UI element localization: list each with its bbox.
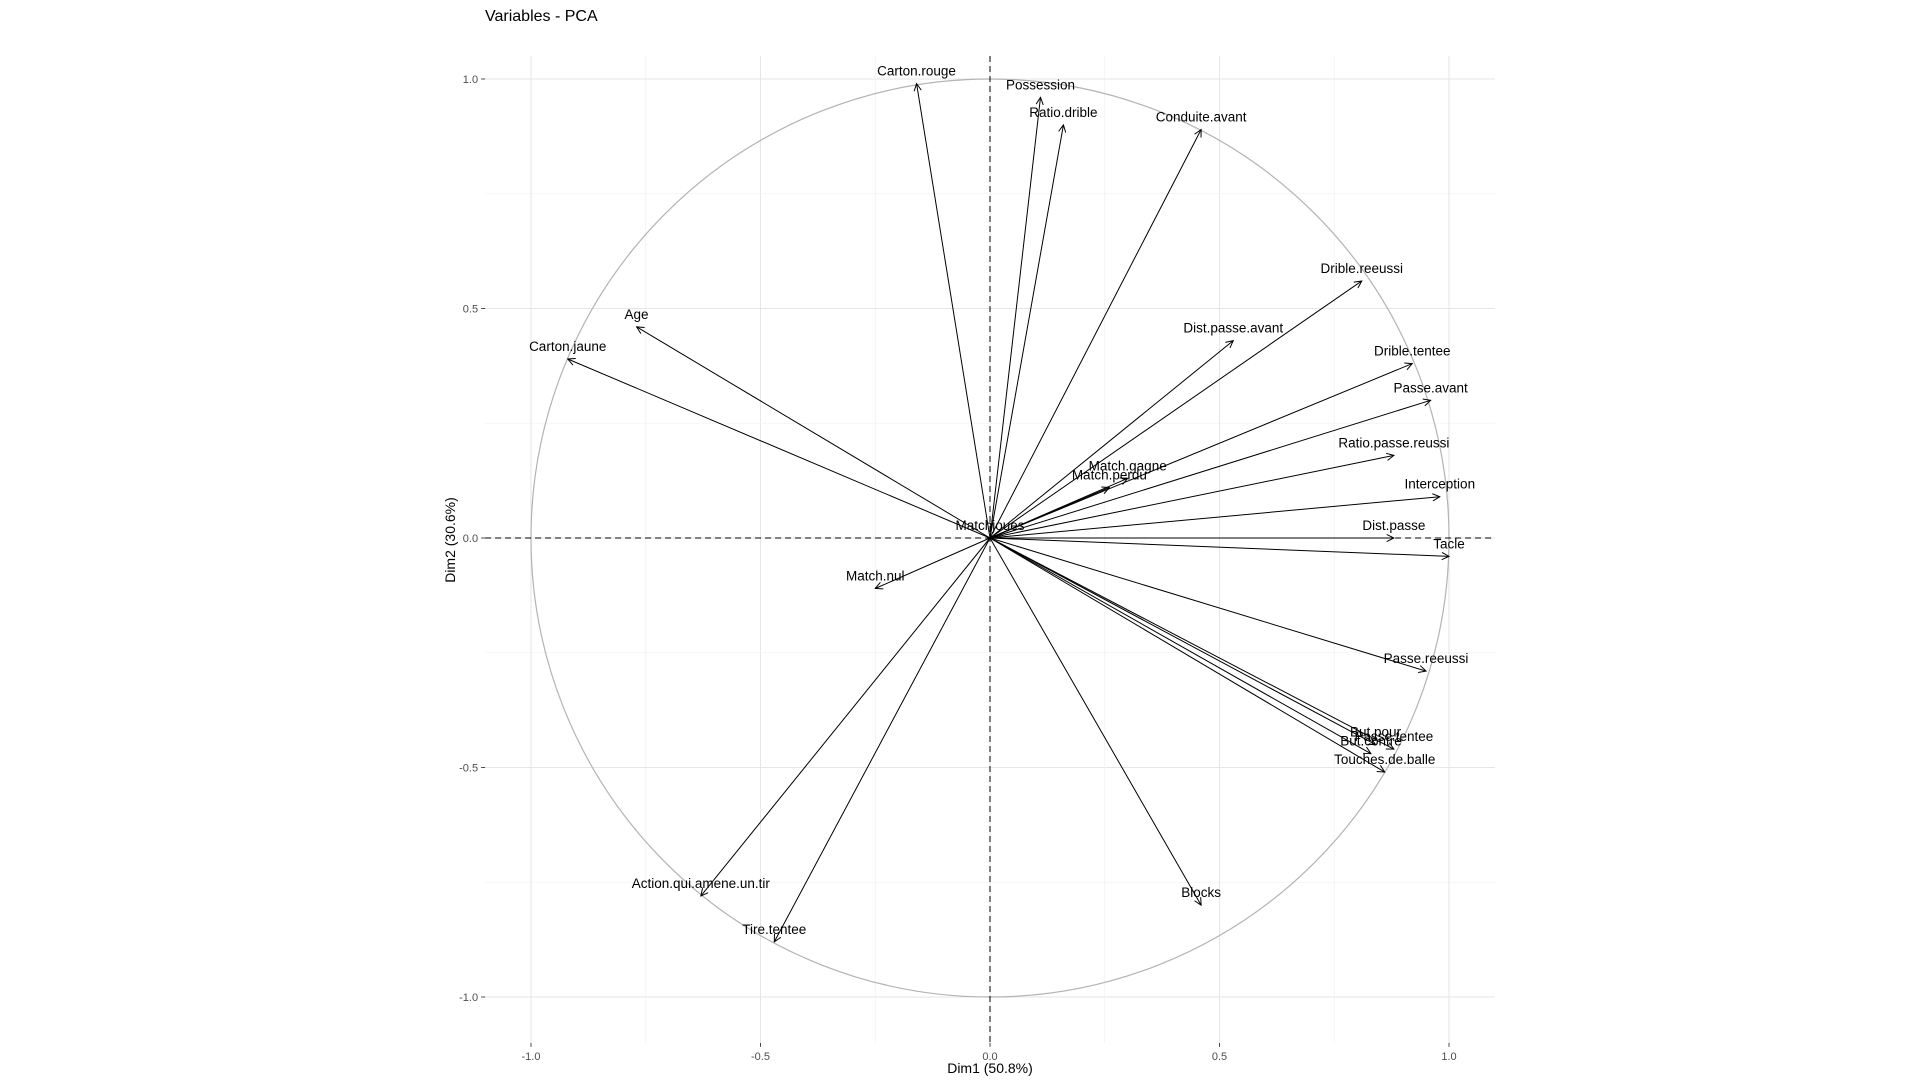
label-tacle: Tacle	[1433, 536, 1465, 551]
x-axis-title: Dim1 (50.8%)	[947, 1060, 1033, 1076]
arrow-carton-jaune	[568, 359, 991, 539]
label-but-contre: But.contre	[1340, 734, 1402, 749]
y-tick-label: -1.0	[459, 992, 478, 1004]
arrow-action-qui-amene-un-tir	[701, 537, 991, 896]
arrow-conduite-avant	[989, 129, 1201, 539]
label-action-qui-amene-un-tir: Action.qui.amene.un.tir	[632, 876, 771, 891]
arrow-blocks	[989, 537, 1201, 905]
label-match-nul: Match.nul	[846, 568, 905, 583]
label-interception: Interception	[1405, 477, 1476, 492]
label-matchjoues: Matchjoues	[955, 518, 1024, 533]
arrow-drible-tentee	[989, 364, 1412, 539]
label-dist-passe-avant: Dist.passe.avant	[1183, 321, 1283, 336]
variable-arrows	[568, 84, 1449, 942]
arrow-age	[637, 327, 991, 539]
label-carton-rouge: Carton.rouge	[877, 64, 956, 79]
arrow-tacle	[989, 537, 1449, 556]
label-conduite-avant: Conduite.avant	[1156, 109, 1247, 124]
label-drible-tentee: Drible.tentee	[1374, 344, 1451, 359]
x-tick-label: -0.5	[751, 1051, 770, 1063]
label-ratio-passe-reussi: Ratio.passe.reussi	[1338, 435, 1449, 450]
label-passe-reeussi: Passe.reeussi	[1384, 651, 1469, 666]
chart-title: Variables - PCA	[485, 8, 598, 25]
label-age: Age	[625, 307, 649, 322]
arrow-ratio-passe-reussi	[989, 455, 1394, 539]
y-tick-label: 0.0	[463, 533, 478, 545]
variable-labels: Carton.rouge Possession Ratio.drible Condui…	[529, 64, 1475, 937]
label-passe-avant: Passe.avant	[1393, 380, 1468, 395]
label-passe-tentee: Passe.tentee	[1355, 729, 1434, 744]
arrow-match-perdu	[989, 488, 1109, 539]
arrow-carton-rouge	[917, 84, 991, 539]
label-drible-reeussi: Drible.reeussi	[1321, 261, 1404, 276]
arrow-passe-reeussi	[989, 537, 1426, 671]
arrow-but-contre	[989, 537, 1371, 754]
label-tire-tentee: Tire.tentee	[742, 922, 806, 937]
x-tick-label: 0.0	[982, 1051, 997, 1063]
arrow-tire-tentee	[774, 537, 991, 942]
arrow-interception	[989, 497, 1440, 539]
x-tick-label: 0.5	[1212, 1051, 1227, 1063]
label-but-pour: But.pour	[1350, 725, 1402, 740]
arrow-drible-reeussi	[989, 281, 1362, 539]
arrow-dist-passe-avant	[989, 341, 1233, 539]
arrow-passe-tentee	[989, 537, 1394, 749]
y-tick-label: -0.5	[459, 763, 478, 775]
arrow-passe-avant	[989, 400, 1431, 539]
y-tick-label: 1.0	[463, 74, 478, 86]
label-match-gagne: Match.gagne	[1089, 458, 1167, 473]
label-dist-passe: Dist.passe	[1362, 518, 1425, 533]
y-axis-title: Dim2 (30.6%)	[442, 497, 458, 583]
label-possession: Possession	[1006, 77, 1075, 92]
arrow-touches-de-balle	[989, 537, 1385, 772]
label-carton-jaune: Carton.jaune	[529, 339, 606, 354]
arrow-ratio-drible	[989, 125, 1063, 539]
y-tick-label: 0.5	[463, 304, 478, 316]
label-match-perdu: Match.perdu	[1072, 468, 1147, 483]
axes: -1.0 -0.5 0.0 0.5 1.0 -1.0 -0.5 0.0 0.5 1.0	[459, 74, 1457, 1063]
x-tick-label: -1.0	[522, 1051, 541, 1063]
arrow-match-nul	[875, 537, 991, 588]
label-blocks: Blocks	[1181, 885, 1221, 900]
arrow-but-pour	[989, 537, 1376, 745]
label-touches-de-balle: Touches.de.balle	[1334, 752, 1435, 767]
x-tick-label: 1.0	[1441, 1051, 1456, 1063]
arrow-possession	[989, 97, 1040, 539]
label-ratio-drible: Ratio.drible	[1029, 105, 1097, 120]
